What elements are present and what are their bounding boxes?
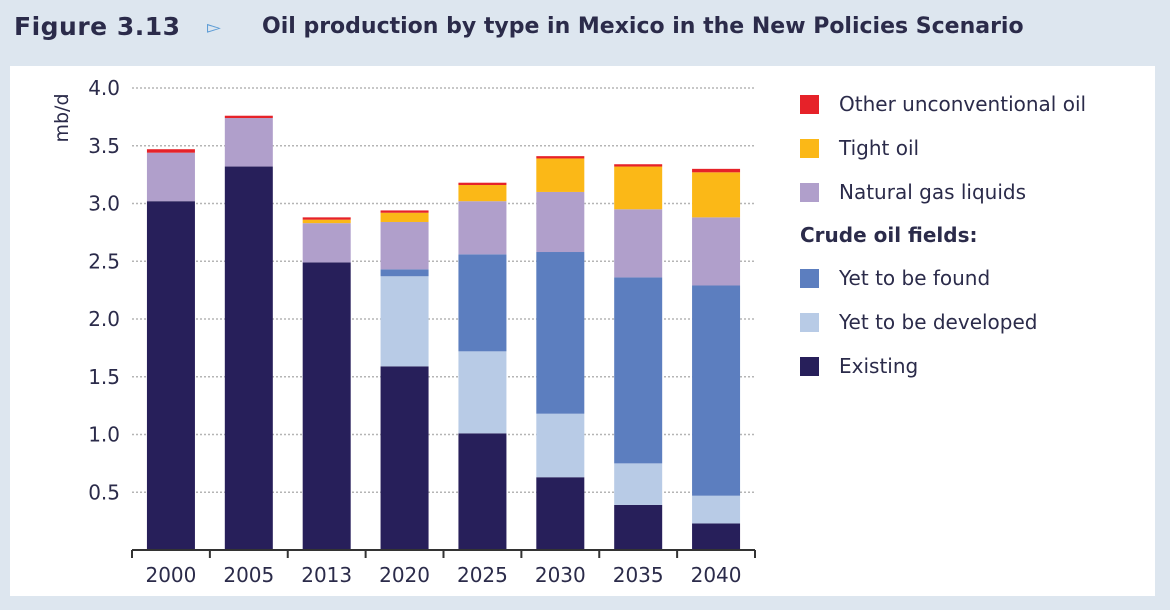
figure-header: Figure 3.13 ▻ Oil production by type in … xyxy=(0,0,1170,62)
bar-segment xyxy=(692,495,741,524)
y-tick-label: 2.5 xyxy=(88,249,120,273)
bar-segment xyxy=(380,269,429,277)
bar-segment xyxy=(458,254,507,352)
legend-header: Crude oil fields: xyxy=(800,223,978,247)
bar-segment xyxy=(536,252,585,414)
x-tick-label: 2020 xyxy=(379,563,430,587)
bar-segment xyxy=(146,152,195,202)
bar-segment xyxy=(692,285,741,496)
legend-item: Yet to be developed xyxy=(800,300,1150,344)
figure-arrow-icon: ▻ xyxy=(207,17,221,38)
bar-segment xyxy=(458,433,507,550)
bar-segment xyxy=(692,523,741,550)
x-tick-label: 2013 xyxy=(301,563,352,587)
figure-title: Oil production by type in Mexico in the … xyxy=(262,14,1024,39)
bar-segment xyxy=(536,191,585,253)
y-tick-label: 1.0 xyxy=(88,423,120,447)
y-axis-label: mb/d xyxy=(51,93,73,142)
figure-label: Figure 3.13 xyxy=(14,12,181,41)
bar-segment xyxy=(458,201,507,255)
legend: Other unconventional oil Tight oil Natural… xyxy=(800,82,1150,388)
bar-segment xyxy=(692,168,741,173)
y-tick-label: 0.5 xyxy=(88,480,120,504)
bar-segment xyxy=(146,149,195,153)
legend-label: Yet to be developed xyxy=(839,310,1038,334)
legend-item: Yet to be found xyxy=(800,256,1150,300)
bar-segment xyxy=(302,217,351,220)
bar-segment xyxy=(614,164,663,167)
legend-label: Existing xyxy=(839,354,919,378)
bar-segment xyxy=(458,185,507,202)
bar-segment xyxy=(380,221,429,270)
legend-label: Tight oil xyxy=(839,136,920,160)
legend-swatch xyxy=(800,182,819,202)
bar-segment xyxy=(614,209,663,278)
legend-label: Yet to be found xyxy=(839,266,991,290)
y-tick-label: 3.0 xyxy=(88,192,120,216)
bar-segment xyxy=(302,219,351,224)
bar-segment xyxy=(224,166,273,550)
bar-segment xyxy=(614,166,663,210)
legend-item: Natural gas liquids xyxy=(800,170,1150,214)
x-tick-label: 2035 xyxy=(613,563,664,587)
legend-swatch xyxy=(800,138,819,158)
y-tick-label: 2.0 xyxy=(88,307,120,331)
x-tick-label: 2040 xyxy=(691,563,742,587)
bar-segment xyxy=(614,277,663,464)
bar-segment xyxy=(458,351,507,434)
bar-segment xyxy=(380,366,429,550)
legend-item: Tight oil xyxy=(800,126,1150,170)
legend-swatch xyxy=(800,312,819,332)
legend-item: Existing xyxy=(800,344,1150,388)
legend-label: Natural gas liquids xyxy=(839,180,1027,204)
x-tick-label: 2030 xyxy=(535,563,586,587)
bar-segment xyxy=(614,504,663,550)
y-tick-label: 1.5 xyxy=(88,365,120,389)
chart: 0.5 1.0 1.5 2.0 2.5 3.0 3.5 4.0 mb/d 2000 2005 2013… xyxy=(51,76,756,587)
bar-segment xyxy=(536,477,585,550)
bar-segment xyxy=(380,212,429,222)
y-tick-label: 3.5 xyxy=(88,134,120,158)
bar-segment xyxy=(224,118,273,167)
bar-segment xyxy=(536,413,585,478)
chart-panel: 0.5 1.0 1.5 2.0 2.5 3.0 3.5 4.0 mb/d 2000 2005 2013… xyxy=(10,66,1155,596)
bar-segment xyxy=(146,201,195,550)
bar-segment xyxy=(380,276,429,367)
legend-label: Other unconventional oil xyxy=(839,92,1087,116)
bar-segment xyxy=(692,217,741,286)
bar-segment xyxy=(536,158,585,192)
legend-swatch xyxy=(800,268,819,288)
x-tick-label: 2000 xyxy=(145,563,196,587)
x-tick-label: 2025 xyxy=(457,563,508,587)
legend-item: Other unconventional oil xyxy=(800,82,1150,126)
bar-segment xyxy=(692,172,741,218)
x-tick-label: 2005 xyxy=(223,563,274,587)
bar-segment xyxy=(302,262,351,550)
legend-swatch xyxy=(800,356,819,376)
y-tick-label: 4.0 xyxy=(88,76,120,100)
legend-swatch xyxy=(800,94,819,114)
bar-segment xyxy=(380,210,429,213)
bar-segment xyxy=(458,182,507,186)
bar-segment xyxy=(302,223,351,263)
bar-segment xyxy=(536,156,585,159)
bar-segment xyxy=(614,463,663,505)
bar-segment xyxy=(224,115,273,119)
